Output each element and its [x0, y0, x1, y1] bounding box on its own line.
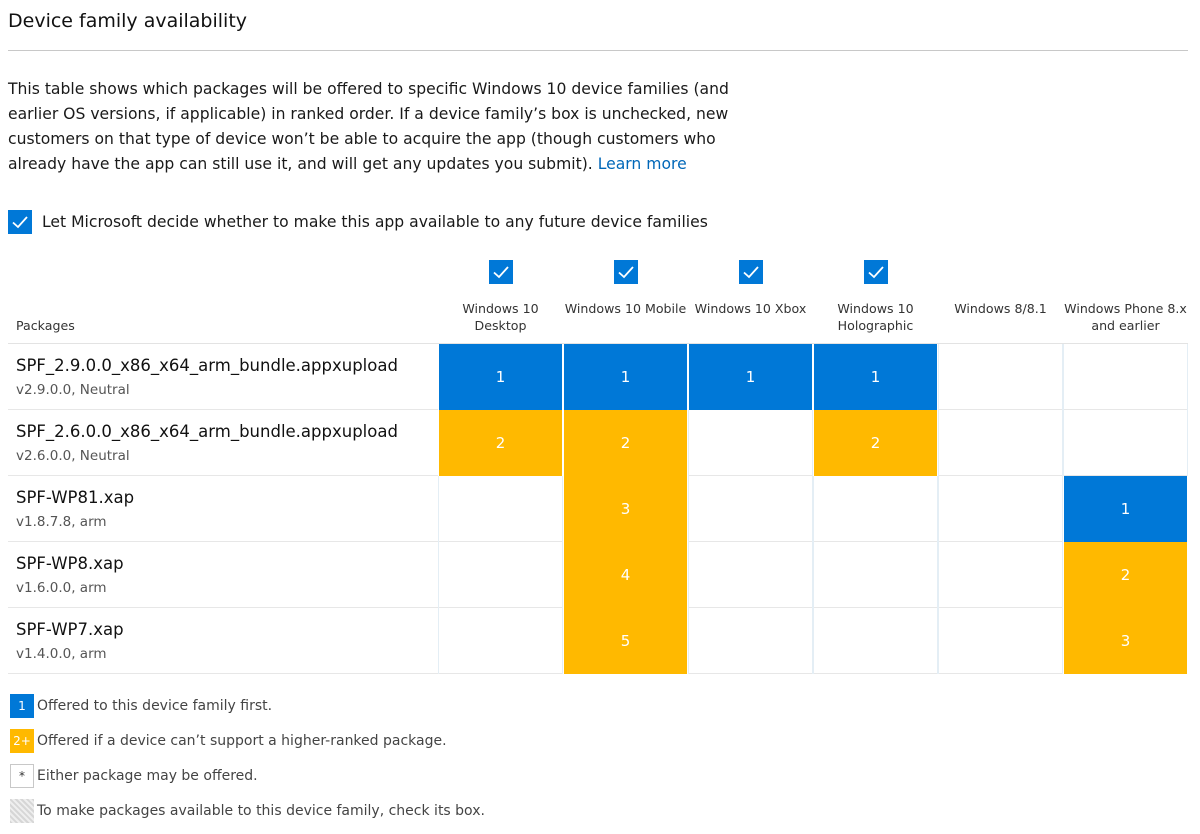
rank-cell: [438, 476, 563, 542]
rank-cell: 1: [813, 344, 938, 410]
table-row: SPF-WP8.xap v1.6.0.0, arm 4 2: [8, 542, 1188, 608]
column-header-windows-8-8-1: Windows 8/8.1: [954, 301, 1047, 316]
package-name: SPF_2.6.0.0_x86_x64_arm_bundle.appxuploa…: [16, 422, 398, 441]
package-name: SPF_2.9.0.0_x86_x64_arm_bundle.appxuploa…: [16, 356, 398, 375]
rank-cell: 2: [1063, 542, 1188, 608]
column-header-windows-10-desktop: Windows 10 Desktop: [462, 301, 539, 333]
legend-item: 2+ Offered if a device can’t support a hi…: [10, 729, 447, 753]
column-header-windows-10-xbox: Windows 10 Xbox: [694, 301, 807, 316]
rank-cell: [938, 344, 1063, 410]
rank-cell: 1: [563, 344, 688, 410]
package-name: SPF-WP8.xap: [16, 554, 124, 573]
rank-cell: 5: [563, 608, 688, 674]
rank-cell: [938, 476, 1063, 542]
checkmark-icon: [617, 266, 634, 279]
rank-cell: 2: [438, 410, 563, 476]
legend-item: To make packages available to this devic…: [10, 799, 485, 823]
package-name: SPF-WP7.xap: [16, 620, 124, 639]
package-version: v2.9.0.0, Neutral: [16, 382, 130, 398]
table-row: SPF-WP7.xap v1.4.0.0, arm 5 3: [8, 608, 1188, 674]
intro-paragraph: This table shows which packages will be …: [8, 77, 778, 177]
table-row: SPF_2.9.0.0_x86_x64_arm_bundle.appxuploa…: [8, 344, 1188, 410]
checkmark-icon: [12, 216, 28, 229]
column-header-windows-10-mobile: Windows 10 Mobile: [564, 301, 687, 316]
legend-text: Offered if a device can’t support a high…: [37, 733, 447, 749]
legend-swatch: *: [10, 764, 34, 788]
legend-text: Offered to this device family first.: [37, 698, 273, 714]
rank-cell: 2: [813, 410, 938, 476]
table-top-divider: [8, 343, 1188, 344]
rank-cell: [938, 410, 1063, 476]
checkmark-icon: [492, 266, 509, 279]
rank-cell: [688, 476, 813, 542]
rank-cell: [438, 542, 563, 608]
column-header-windows-10-holographic: Windows 10 Holographic: [837, 301, 914, 333]
rank-cell: [688, 542, 813, 608]
rank-cell: [1063, 344, 1188, 410]
package-version: v1.8.7.8, arm: [16, 514, 107, 530]
packages-column-header: Packages: [16, 318, 75, 333]
device-checkbox-windows-10-mobile[interactable]: [613, 260, 638, 284]
rank-cell: 1: [438, 344, 563, 410]
rank-cell: [688, 410, 813, 476]
section-title: Device family availability: [8, 10, 248, 32]
package-name: SPF-WP81.xap: [16, 488, 135, 507]
checkmark-icon: [742, 266, 759, 279]
intro-text: This table shows which packages will be …: [8, 80, 729, 173]
rank-cell: [688, 608, 813, 674]
rank-cell: 3: [563, 476, 688, 542]
device-checkbox-windows-10-xbox[interactable]: [738, 260, 763, 284]
rank-cell: [1063, 410, 1188, 476]
rank-cell: [938, 542, 1063, 608]
package-version: v1.4.0.0, arm: [16, 646, 107, 662]
rank-cell: 3: [1063, 608, 1188, 674]
auto-decide-option: Let Microsoft decide whether to make thi…: [8, 210, 708, 234]
rank-cell: 1: [1063, 476, 1188, 542]
auto-decide-checkbox[interactable]: [8, 210, 32, 234]
rank-cell: [938, 608, 1063, 674]
legend-swatch: [10, 799, 34, 823]
legend-item: 1 Offered to this device family first.: [10, 694, 272, 718]
rank-cell: [813, 476, 938, 542]
auto-decide-label: Let Microsoft decide whether to make thi…: [42, 213, 708, 231]
divider: [8, 50, 1188, 51]
checkmark-icon: [867, 266, 884, 279]
table-row: SPF_2.6.0.0_x86_x64_arm_bundle.appxuploa…: [8, 410, 1188, 476]
legend-text: To make packages available to this devic…: [37, 803, 485, 819]
legend-swatch: 2+: [10, 729, 34, 753]
rank-cell: 2: [563, 410, 688, 476]
legend-swatch: 1: [10, 694, 34, 718]
rank-cell: [813, 542, 938, 608]
rank-cell: 4: [563, 542, 688, 608]
package-version: v2.6.0.0, Neutral: [16, 448, 130, 464]
legend-item: * Either package may be offered.: [10, 764, 258, 788]
legend-text: Either package may be offered.: [37, 768, 258, 784]
rank-cell: 1: [688, 344, 813, 410]
table-row: SPF-WP81.xap v1.8.7.8, arm 3 1: [8, 476, 1188, 542]
device-checkbox-windows-10-holographic[interactable]: [863, 260, 888, 284]
learn-more-link[interactable]: Learn more: [597, 155, 687, 173]
package-version: v1.6.0.0, arm: [16, 580, 107, 596]
device-checkbox-windows-10-desktop[interactable]: [488, 260, 513, 284]
column-header-windows-phone-8-x-and-earlier: Windows Phone 8.x and earlier: [1064, 301, 1187, 333]
rank-cell: [813, 608, 938, 674]
rank-cell: [438, 608, 563, 674]
